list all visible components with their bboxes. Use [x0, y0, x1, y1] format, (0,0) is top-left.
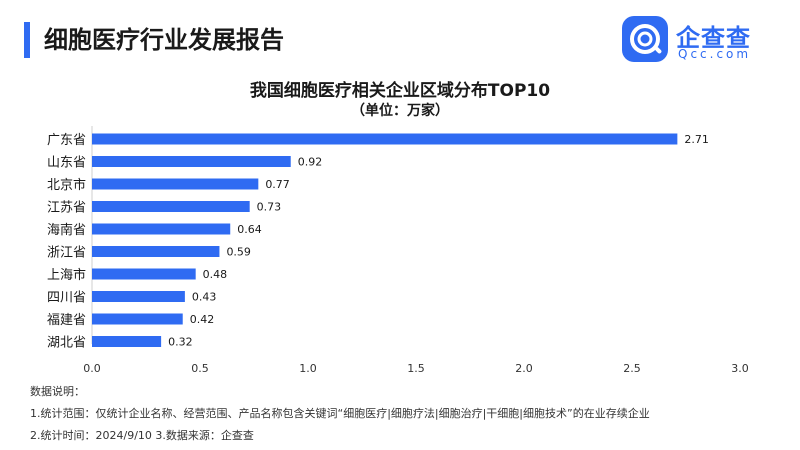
bar [92, 178, 259, 190]
title-accent-bar [24, 22, 30, 58]
category-label: 湖北省 [47, 336, 86, 351]
bar [92, 313, 183, 325]
notes-meta: 2.统计时间：2024/9/10 3.数据来源：企查查 [30, 429, 254, 442]
qcc-logo-icon [622, 16, 668, 62]
chart-subtitle: （单位：万家） [351, 103, 449, 119]
brand-domain: Qcc.com [678, 47, 752, 61]
data-label: 0.59 [226, 246, 251, 259]
bar [92, 246, 220, 257]
category-label: 浙江省 [47, 246, 86, 261]
notes-title: 数据说明： [30, 385, 85, 398]
category-label: 海南省 [47, 222, 86, 238]
chart-title: 我国细胞医疗相关企业区域分布TOP10 [249, 81, 551, 101]
data-label: 2.71 [684, 133, 709, 146]
bar [92, 268, 196, 280]
x-tick-label: 0.0 [83, 362, 101, 375]
data-label: 0.73 [257, 201, 282, 214]
bar [92, 336, 162, 347]
data-label: 0.92 [298, 156, 323, 169]
category-label: 广东省 [47, 133, 86, 148]
x-tick-label: 1.0 [299, 362, 317, 375]
category-label: 江苏省 [47, 200, 86, 216]
x-tick-label: 3.0 [731, 362, 749, 375]
x-tick-label: 2.0 [515, 362, 533, 375]
category-label: 山东省 [47, 156, 86, 171]
report-title: 细胞医疗行业发展报告 [44, 26, 284, 54]
category-label: 四川省 [47, 291, 86, 306]
data-label: 0.32 [168, 336, 193, 349]
bar [92, 156, 291, 167]
data-label: 0.48 [203, 268, 228, 281]
bar [92, 291, 185, 302]
data-label: 0.77 [265, 178, 290, 191]
bar [92, 133, 678, 145]
x-tick-label: 0.5 [191, 362, 209, 375]
bar [92, 223, 231, 235]
notes-scope: 1.统计范围：仅统计企业名称、经营范围、产品名称包含关键词“细胞医疗|细胞疗法|… [30, 407, 650, 420]
brand-name: 企查查 [676, 24, 751, 52]
bar [92, 201, 250, 212]
x-tick-label: 2.5 [623, 362, 641, 375]
category-label: 上海市 [47, 267, 86, 283]
category-label: 福建省 [47, 313, 86, 328]
data-label: 0.43 [192, 291, 217, 304]
data-label: 0.64 [237, 223, 261, 236]
data-label: 0.42 [190, 313, 215, 326]
brand-logo: 企查查 Qcc.com [622, 16, 782, 64]
x-tick-label: 1.5 [407, 362, 425, 375]
category-label: 北京市 [47, 177, 86, 193]
